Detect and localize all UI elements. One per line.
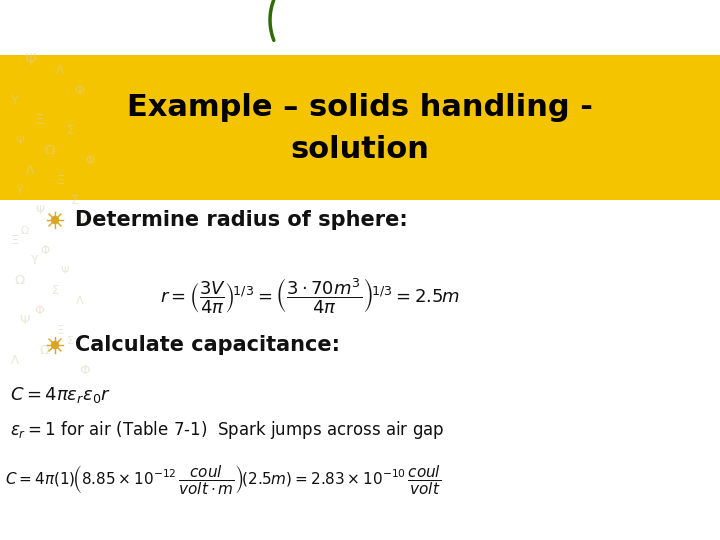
Text: $\Lambda$: $\Lambda$ [80,213,90,226]
Text: $\Phi$: $\Phi$ [35,303,45,316]
Text: $\Phi$: $\Phi$ [79,363,91,376]
Text: $\Omega$: $\Omega$ [20,224,30,236]
Text: Determine radius of sphere:: Determine radius of sphere: [75,210,408,230]
Circle shape [52,217,58,224]
Text: $r = \left(\dfrac{3V}{4\pi}\right)^{\!1/3} = \left(\dfrac{3\cdot70m^3}{4\pi}\rig: $r = \left(\dfrac{3V}{4\pi}\right)^{\!1/… [160,275,460,314]
Text: $\Upsilon$: $\Upsilon$ [10,93,20,106]
Text: $\Omega$: $\Omega$ [14,273,26,287]
Text: $\Psi$: $\Psi$ [15,134,25,146]
Text: $\Sigma$: $\Sigma$ [66,334,74,346]
Text: $\Lambda$: $\Lambda$ [55,64,65,77]
Text: $\Phi$: $\Phi$ [74,84,86,97]
Text: $\Xi$: $\Xi$ [35,113,45,127]
Text: $\Sigma$: $\Sigma$ [66,124,74,137]
Text: $\Sigma$: $\Sigma$ [50,284,59,296]
Text: $\Omega$: $\Omega$ [40,343,50,356]
Bar [0,55,720,200]
Text: $\Psi$: $\Psi$ [35,204,45,217]
Text: $\Psi$: $\Psi$ [60,264,70,276]
Text: $\Upsilon$: $\Upsilon$ [30,253,40,267]
Text: $\Phi$: $\Phi$ [85,153,95,166]
Text: $\varepsilon_r = 1$ for air (Table 7-1)  Spark jumps across air gap: $\varepsilon_r = 1$ for air (Table 7-1) … [10,419,444,441]
Text: $C = 4\pi(1)\!\left(8.85\times10^{-12}\,\dfrac{coul}{volt\cdot m}\right)\!(2.5m): $C = 4\pi(1)\!\left(8.85\times10^{-12}\,… [5,463,441,496]
Text: solution: solution [291,135,429,164]
Circle shape [52,341,58,348]
Text: $\Omega$: $\Omega$ [44,144,56,157]
Text: $\Upsilon$: $\Upsilon$ [16,184,24,196]
Text: $\Lambda$: $\Lambda$ [76,294,85,306]
Text: $\Xi$: $\Xi$ [56,323,64,336]
Text: $\Lambda$: $\Lambda$ [24,164,35,177]
Text: $\Sigma$: $\Sigma$ [71,193,80,206]
Text: $\Psi$: $\Psi$ [24,52,37,68]
Text: Calculate capacitance:: Calculate capacitance: [75,335,340,355]
Text: $\Lambda$: $\Lambda$ [10,354,20,367]
Text: $C = 4\pi\varepsilon_r\varepsilon_0 r$: $C = 4\pi\varepsilon_r\varepsilon_0 r$ [10,385,111,405]
Text: $\Xi$: $\Xi$ [10,233,19,246]
Text: $\Xi$: $\Xi$ [55,173,64,186]
Text: Example – solids handling -: Example – solids handling - [127,93,593,122]
Text: $\Phi$: $\Phi$ [40,244,50,256]
Text: $\Psi$: $\Psi$ [19,314,31,327]
